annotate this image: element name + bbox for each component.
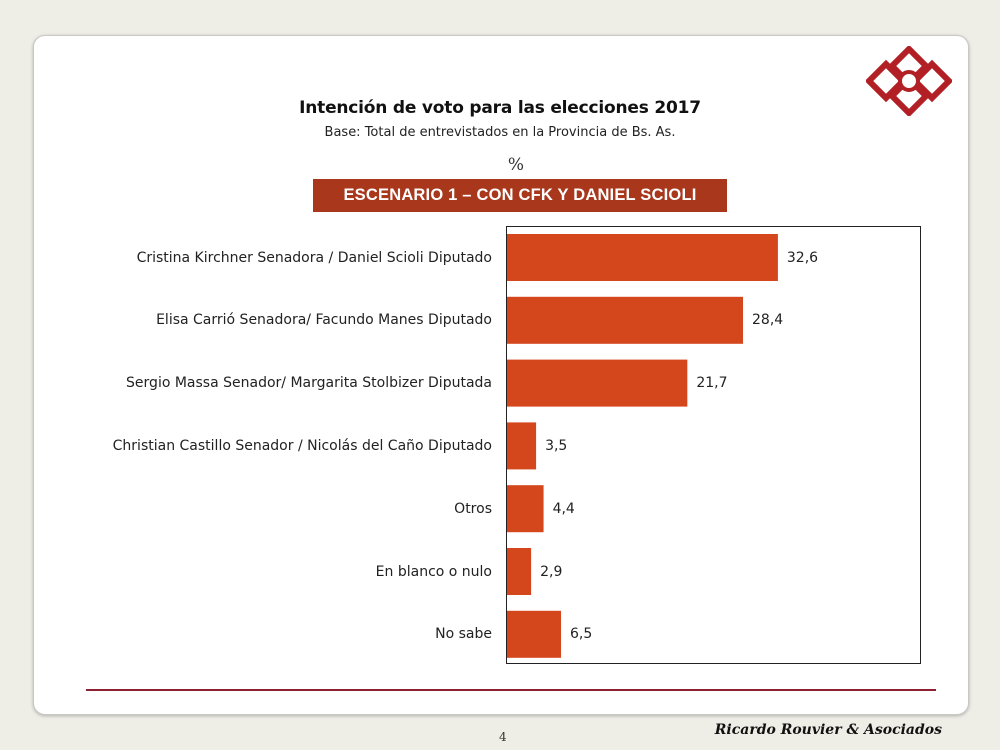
value-label-1: 32,6 xyxy=(786,249,819,266)
page-number: 4 xyxy=(499,730,507,744)
footer-divider xyxy=(86,689,936,691)
chart-title: Intención de voto para las elecciones 20… xyxy=(299,98,701,118)
bar-3 xyxy=(507,359,688,407)
bar-6 xyxy=(507,548,532,595)
category-label-5: Otros xyxy=(454,500,492,517)
bar-1 xyxy=(507,234,778,281)
footer-brand: Ricardo Rouvier & Asociados xyxy=(714,722,942,738)
value-label-5: 4,4 xyxy=(552,500,575,517)
company-logo-icon xyxy=(866,46,952,116)
bar-7 xyxy=(507,610,562,658)
scenario-banner: ESCENARIO 1 – CON CFK Y DANIEL SCIOLI xyxy=(313,179,727,212)
bar-4 xyxy=(507,422,537,470)
plot-frame xyxy=(506,226,921,664)
category-label-2: Elisa Carrió Senadora/ Facundo Manes Dip… xyxy=(156,312,492,329)
value-label-7: 6,5 xyxy=(570,626,593,643)
bar-5 xyxy=(507,485,544,533)
bar-2 xyxy=(507,296,744,344)
category-label-4: Christian Castillo Senador / Nicolás del… xyxy=(112,437,492,454)
value-label-6: 2,9 xyxy=(540,563,563,580)
value-label-3: 21,7 xyxy=(696,375,728,392)
category-label-3: Sergio Massa Senador/ Margarita Stolbize… xyxy=(126,375,492,392)
chart-subtitle: Base: Total de entrevistados en la Provi… xyxy=(324,125,676,140)
value-label-4: 3,5 xyxy=(545,437,568,454)
value-label-2: 28,4 xyxy=(752,312,784,329)
category-label-7: No sabe xyxy=(435,626,492,643)
slide-card xyxy=(33,35,969,715)
category-label-1: Cristina Kirchner Senadora / Daniel Scio… xyxy=(136,249,492,266)
category-label-6: En blanco o nulo xyxy=(375,563,492,580)
unit-label: % xyxy=(507,155,525,175)
